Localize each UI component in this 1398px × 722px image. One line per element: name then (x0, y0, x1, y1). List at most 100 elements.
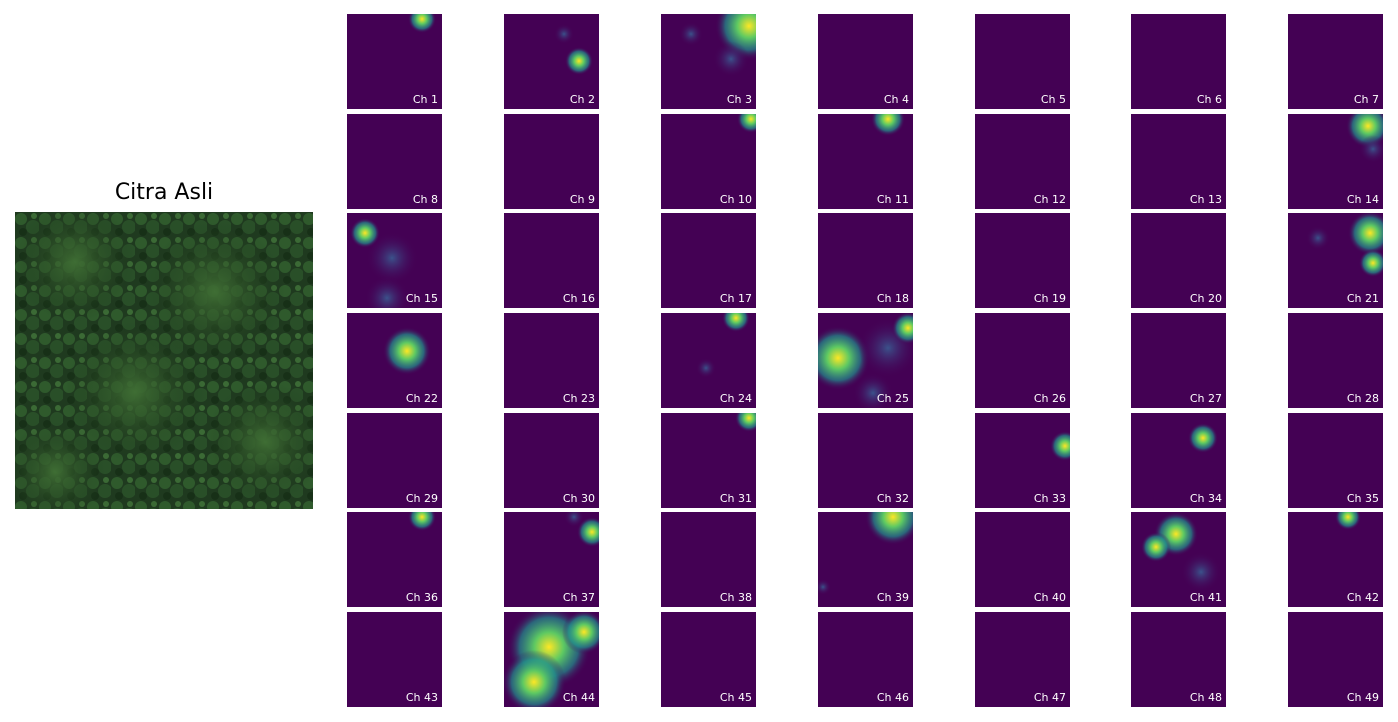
channel-map (504, 114, 599, 209)
channel-map (661, 114, 756, 209)
channel-label: Ch 45 (720, 691, 752, 704)
channel-map (975, 313, 1070, 408)
channel-map (1288, 313, 1383, 408)
channel-label: Ch 29 (406, 492, 438, 505)
channel-map (504, 213, 599, 308)
channel-label: Ch 1 (413, 93, 438, 106)
channel-label: Ch 46 (877, 691, 909, 704)
channel-label: Ch 34 (1190, 492, 1222, 505)
channel-label: Ch 28 (1347, 392, 1379, 405)
channel-label: Ch 20 (1190, 292, 1222, 305)
channel-label: Ch 39 (877, 591, 909, 604)
channel-label: Ch 32 (877, 492, 909, 505)
channel-label: Ch 21 (1347, 292, 1379, 305)
channel-label: Ch 40 (1034, 591, 1066, 604)
channel-label: Ch 8 (413, 193, 438, 206)
channel-map (975, 512, 1070, 607)
channel-map (975, 114, 1070, 209)
channel-label: Ch 42 (1347, 591, 1379, 604)
channel-map (504, 413, 599, 508)
channel-map (504, 313, 599, 408)
channel-label: Ch 14 (1347, 193, 1379, 206)
channel-label: Ch 44 (563, 691, 595, 704)
channel-map (661, 213, 756, 308)
channel-label: Ch 31 (720, 492, 752, 505)
channel-label: Ch 4 (884, 93, 909, 106)
channel-map (818, 612, 913, 707)
channel-label: Ch 11 (877, 193, 909, 206)
channel-label: Ch 41 (1190, 591, 1222, 604)
channel-label: Ch 7 (1354, 93, 1379, 106)
channel-label: Ch 10 (720, 193, 752, 206)
channel-map (975, 213, 1070, 308)
channel-map (661, 14, 756, 109)
channel-map (1288, 14, 1383, 109)
channel-label: Ch 25 (877, 392, 909, 405)
channel-map (1131, 612, 1226, 707)
channel-label: Ch 23 (563, 392, 595, 405)
channel-map (347, 612, 442, 707)
channel-map (818, 413, 913, 508)
channel-map (818, 14, 913, 109)
channel-label: Ch 30 (563, 492, 595, 505)
channel-map (975, 413, 1070, 508)
channel-label: Ch 49 (1347, 691, 1379, 704)
channel-label: Ch 48 (1190, 691, 1222, 704)
channel-label: Ch 2 (570, 93, 595, 106)
channel-map (1131, 512, 1226, 607)
channel-map (818, 313, 913, 408)
channel-map (347, 213, 442, 308)
channel-label: Ch 37 (563, 591, 595, 604)
channel-label: Ch 3 (727, 93, 752, 106)
channel-map (1131, 213, 1226, 308)
channel-map (661, 413, 756, 508)
channel-map (1131, 413, 1226, 508)
channel-map (1288, 512, 1383, 607)
channel-map (661, 313, 756, 408)
channel-map (1131, 114, 1226, 209)
original-image (15, 212, 313, 509)
channel-label: Ch 27 (1190, 392, 1222, 405)
channel-label: Ch 35 (1347, 492, 1379, 505)
channel-label: Ch 43 (406, 691, 438, 704)
channel-label: Ch 12 (1034, 193, 1066, 206)
channel-label: Ch 36 (406, 591, 438, 604)
channel-map (504, 512, 599, 607)
channel-label: Ch 16 (563, 292, 595, 305)
channel-map (347, 512, 442, 607)
channel-map (818, 213, 913, 308)
channel-label: Ch 5 (1041, 93, 1066, 106)
channel-map (661, 612, 756, 707)
channel-map (661, 512, 756, 607)
channel-label: Ch 38 (720, 591, 752, 604)
channel-map (1131, 313, 1226, 408)
channel-label: Ch 15 (406, 292, 438, 305)
channel-label: Ch 6 (1197, 93, 1222, 106)
channel-map (975, 14, 1070, 109)
channel-map (347, 114, 442, 209)
channel-label: Ch 33 (1034, 492, 1066, 505)
channel-label: Ch 18 (877, 292, 909, 305)
channel-map (347, 14, 442, 109)
channel-label: Ch 26 (1034, 392, 1066, 405)
channel-map (504, 612, 599, 707)
channel-label: Ch 19 (1034, 292, 1066, 305)
channel-map (504, 14, 599, 109)
channel-map (347, 313, 442, 408)
channel-label: Ch 22 (406, 392, 438, 405)
channel-map (1288, 612, 1383, 707)
channel-map (1288, 413, 1383, 508)
channel-map (818, 512, 913, 607)
channel-map (347, 413, 442, 508)
channel-map (1131, 14, 1226, 109)
channel-label: Ch 9 (570, 193, 595, 206)
channel-label: Ch 24 (720, 392, 752, 405)
image-title: Citra Asli (115, 180, 213, 205)
channel-label: Ch 17 (720, 292, 752, 305)
channel-map (1288, 213, 1383, 308)
channel-label: Ch 47 (1034, 691, 1066, 704)
channel-map (818, 114, 913, 209)
channel-map (975, 612, 1070, 707)
channel-map (1288, 114, 1383, 209)
